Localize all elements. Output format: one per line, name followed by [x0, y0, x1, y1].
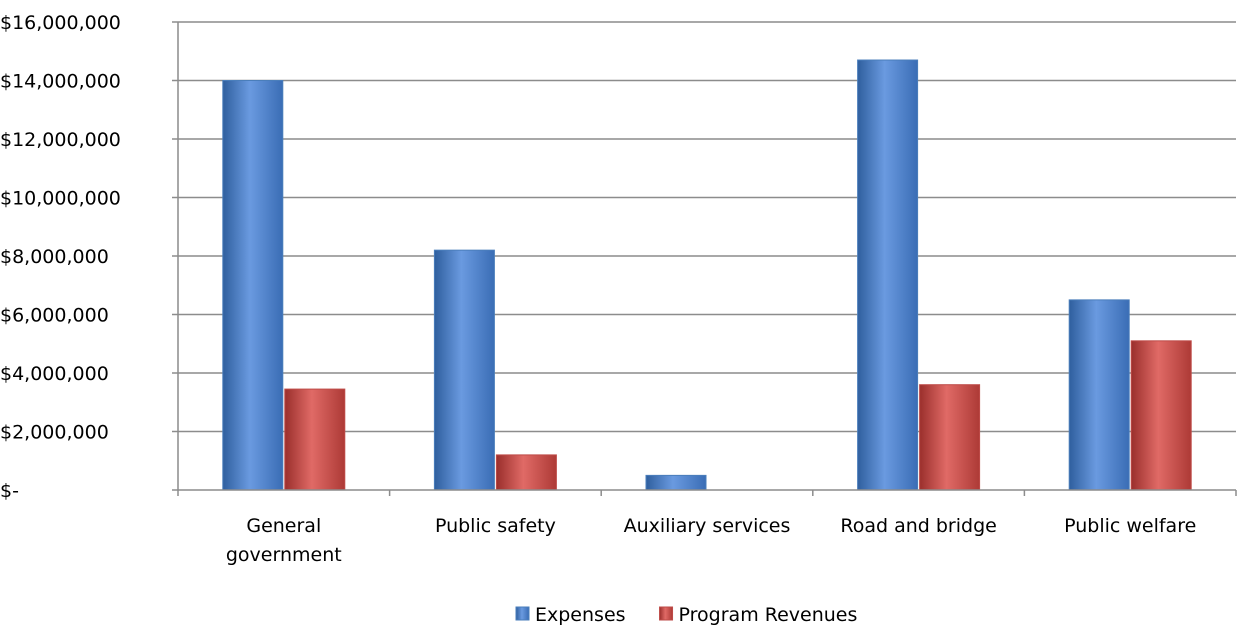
- legend-swatch: [659, 606, 674, 621]
- bars: [222, 59, 1192, 491]
- bar-expenses: [222, 80, 284, 491]
- legend: Expenses Program Revenues: [515, 604, 858, 626]
- y-tick-label: $6,000,000: [0, 305, 109, 327]
- x-tick-label: General government: [226, 515, 342, 566]
- bar-expenses: [433, 249, 495, 491]
- legend-label: Program Revenues: [679, 604, 858, 626]
- x-axis-labels: General government Public safety Auxiliary …: [226, 515, 1196, 566]
- bar-program-revenues: [284, 388, 346, 491]
- bar-program-revenues: [495, 454, 557, 491]
- gridlines: [178, 21, 1236, 433]
- x-tick-label: Auxiliary services: [624, 515, 791, 537]
- y-tick-label: $-: [0, 480, 19, 502]
- legend-swatch: [515, 606, 530, 621]
- bar-expenses: [1068, 299, 1130, 491]
- legend-label: Expenses: [535, 604, 626, 626]
- y-tick-label: $8,000,000: [0, 246, 109, 268]
- y-axis-ticks: $- $2,000,000 $4,000,000 $6,000,000 $8,000,0…: [0, 12, 178, 502]
- y-tick-label: $12,000,000: [0, 129, 121, 151]
- y-tick-label: $4,000,000: [0, 363, 109, 385]
- bar-expenses: [645, 474, 707, 491]
- bar-program-revenues: [1130, 340, 1192, 491]
- bar-program-revenues: [919, 384, 981, 491]
- bar-expenses: [857, 59, 919, 491]
- y-tick-label: $2,000,000: [0, 422, 109, 444]
- x-tick-label: Road and bridge: [840, 515, 996, 537]
- x-tick-label: Public safety: [435, 515, 556, 537]
- y-tick-label: $16,000,000: [0, 12, 121, 34]
- y-tick-label: $10,000,000: [0, 188, 121, 210]
- axes: [177, 22, 1237, 496]
- x-tick-label: Public welfare: [1064, 515, 1196, 537]
- y-tick-label: $14,000,000: [0, 71, 121, 93]
